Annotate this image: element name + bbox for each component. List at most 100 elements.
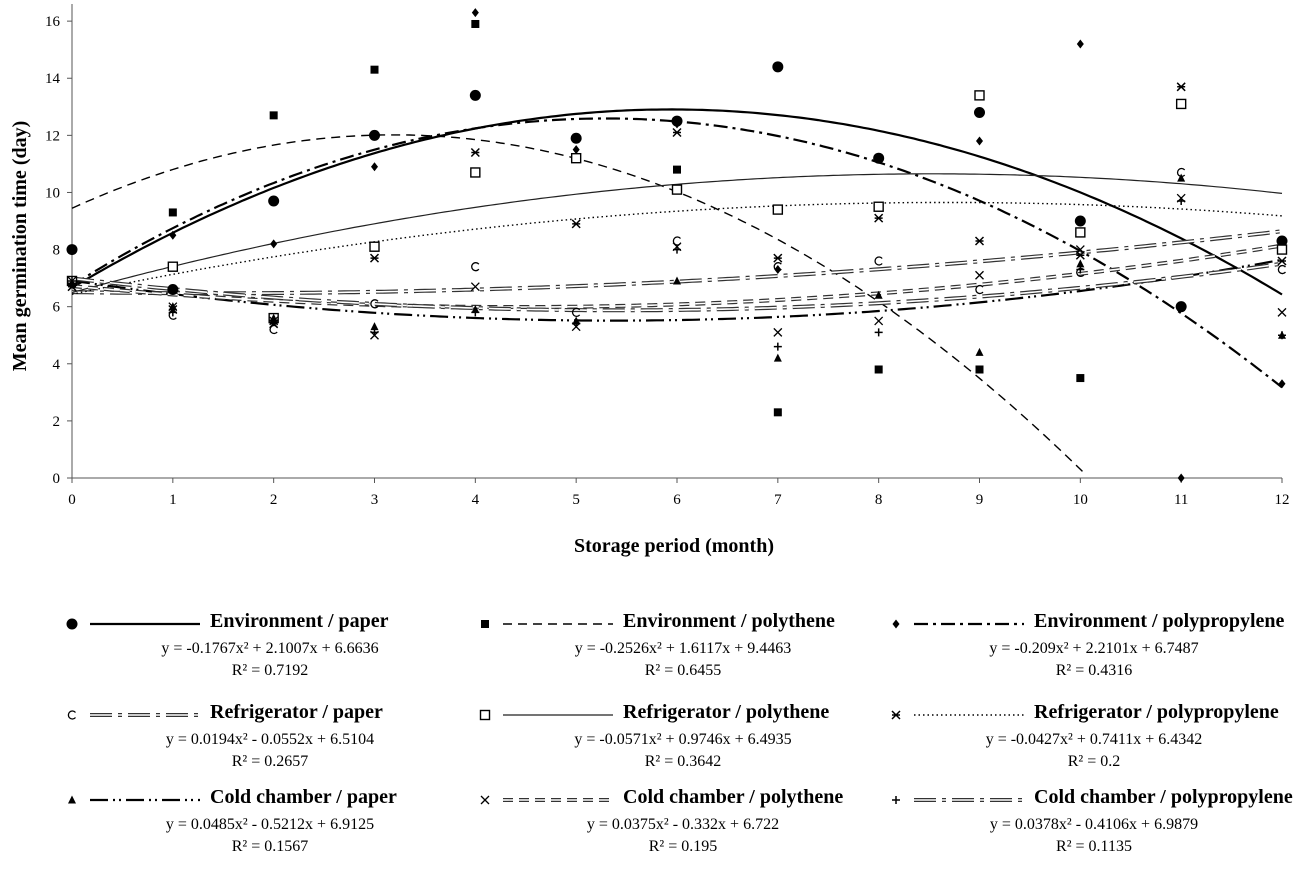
trendline-equation: y = -0.0427x² + 0.7411x + 6.4342 bbox=[985, 731, 1203, 748]
data-point bbox=[773, 253, 783, 263]
data-point bbox=[774, 265, 782, 275]
data-point bbox=[975, 347, 984, 356]
data-point bbox=[270, 239, 278, 249]
data-point bbox=[168, 308, 177, 317]
legend-key-icon bbox=[481, 620, 613, 628]
data-point bbox=[570, 152, 582, 164]
data-point bbox=[1176, 82, 1186, 92]
data-point bbox=[470, 282, 480, 292]
data-point bbox=[1278, 379, 1286, 389]
data-point bbox=[772, 61, 784, 73]
y-tick-label: 0 bbox=[53, 471, 61, 487]
data-point bbox=[773, 262, 782, 272]
data-point bbox=[470, 147, 480, 158]
data-point bbox=[1175, 98, 1187, 110]
data-point bbox=[975, 270, 984, 280]
data-point bbox=[471, 8, 479, 18]
data-point bbox=[1175, 301, 1187, 313]
x-tick-label: 12 bbox=[1275, 492, 1290, 508]
data-point bbox=[471, 19, 480, 28]
data-point bbox=[169, 230, 177, 240]
y-tick-label: 8 bbox=[53, 243, 61, 259]
trendline bbox=[71, 229, 1283, 296]
x-tick-label: 9 bbox=[976, 492, 984, 508]
data-point bbox=[268, 195, 280, 207]
legend-series-name: Environment / paper bbox=[210, 610, 389, 632]
data-point bbox=[1076, 265, 1085, 274]
data-point bbox=[1277, 307, 1287, 317]
data-point bbox=[371, 162, 378, 172]
y-tick-label: 6 bbox=[53, 300, 61, 316]
trendline-equation: y = 0.0194x² - 0.0552x + 6.5104 bbox=[165, 731, 375, 748]
x-axis-title: Storage period (month) bbox=[574, 535, 774, 557]
data-point bbox=[875, 153, 883, 163]
legend-series-name: Refrigerator / paper bbox=[210, 701, 383, 723]
data-point bbox=[874, 290, 883, 299]
data-point bbox=[974, 90, 985, 101]
data-point bbox=[974, 107, 985, 119]
trendline-equation: y = 0.0375x² - 0.332x + 6.722 bbox=[586, 816, 780, 833]
data-point bbox=[471, 308, 480, 317]
r-squared: R² = 0.7192 bbox=[231, 662, 309, 679]
trendline bbox=[71, 134, 1086, 475]
x-tick-label: 10 bbox=[1073, 492, 1088, 508]
legend-item: Environment / polythene y = -0.2526x² + … bbox=[473, 610, 893, 696]
legend-series-name: Environment / polypropylene bbox=[1034, 610, 1285, 632]
legend-series-name: Cold chamber / polythene bbox=[623, 786, 844, 808]
y-tick-label: 4 bbox=[53, 357, 61, 373]
trendline-equation: y = -0.2526x² + 1.6117x + 9.4463 bbox=[574, 640, 792, 657]
legend-item: Refrigerator / polypropylene y = -0.0427… bbox=[884, 701, 1304, 787]
data-point bbox=[1177, 473, 1185, 483]
data-point bbox=[671, 184, 683, 195]
trendline bbox=[71, 243, 1283, 309]
data-point bbox=[370, 299, 379, 309]
x-tick-label: 5 bbox=[572, 492, 580, 508]
data-point bbox=[974, 236, 985, 246]
r-squared: R² = 0.2 bbox=[1067, 753, 1121, 770]
data-point bbox=[673, 245, 681, 254]
legend-marker bbox=[891, 710, 901, 720]
legend-marker bbox=[68, 795, 76, 804]
data-point bbox=[673, 276, 681, 285]
r-squared: R² = 0.3642 bbox=[644, 753, 722, 770]
legend-item: Cold chamber / polythene y = 0.0375x² - … bbox=[473, 786, 893, 872]
data-point bbox=[167, 284, 179, 296]
data-point bbox=[975, 284, 984, 295]
data-point bbox=[369, 253, 380, 263]
data-point bbox=[874, 316, 884, 326]
data-point bbox=[873, 201, 884, 212]
data-point bbox=[1075, 245, 1085, 255]
x-tick-label: 2 bbox=[270, 492, 278, 508]
trendlines bbox=[71, 108, 1283, 475]
x-tick-label: 7 bbox=[774, 492, 782, 508]
legend-key-icon bbox=[892, 619, 1024, 629]
data-point bbox=[672, 127, 682, 138]
data-point bbox=[370, 65, 379, 74]
trendline-equation: y = -0.1767x² + 2.1007x + 6.6636 bbox=[161, 640, 379, 657]
data-point bbox=[269, 111, 278, 120]
legend-item: Cold chamber / polypropylene y = 0.0378x… bbox=[884, 786, 1304, 872]
legend-key-icon bbox=[67, 710, 200, 720]
legend: Environment / paper y = -0.1767x² + 2.10… bbox=[0, 600, 1309, 874]
x-tick-label: 0 bbox=[68, 492, 76, 508]
y-tick-label: 16 bbox=[45, 14, 61, 30]
legend-marker bbox=[481, 620, 489, 628]
data-point bbox=[571, 219, 581, 229]
data-point bbox=[874, 256, 883, 266]
legend-key-icon bbox=[68, 795, 200, 804]
legend-series-name: Cold chamber / polypropylene bbox=[1034, 786, 1293, 808]
legend-item: Environment / paper y = -0.1767x² + 2.10… bbox=[60, 610, 480, 696]
y-tick-label: 10 bbox=[45, 185, 60, 201]
data-point bbox=[772, 204, 784, 215]
data-point bbox=[269, 316, 278, 325]
data-point bbox=[975, 365, 984, 374]
data-point bbox=[167, 261, 179, 272]
trendline-equation: y = 0.0378x² - 0.4106x + 6.9879 bbox=[989, 816, 1199, 833]
trendline bbox=[71, 108, 1283, 296]
data-point bbox=[469, 89, 481, 101]
data-point bbox=[1076, 374, 1085, 383]
data-point bbox=[1277, 256, 1287, 266]
r-squared: R² = 0.4316 bbox=[1055, 662, 1133, 679]
data-point bbox=[68, 245, 76, 254]
data-point bbox=[1276, 235, 1288, 247]
